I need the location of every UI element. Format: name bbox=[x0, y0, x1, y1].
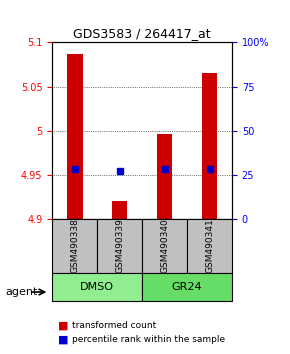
Text: ■: ■ bbox=[58, 321, 68, 331]
FancyBboxPatch shape bbox=[52, 219, 97, 273]
Text: GSM490340: GSM490340 bbox=[160, 219, 169, 273]
Text: percentile rank within the sample: percentile rank within the sample bbox=[72, 335, 226, 344]
Text: GSM490341: GSM490341 bbox=[205, 219, 214, 273]
Text: agent: agent bbox=[6, 287, 38, 297]
Text: GSM490339: GSM490339 bbox=[115, 218, 124, 274]
Text: GR24: GR24 bbox=[172, 282, 202, 292]
Text: transformed count: transformed count bbox=[72, 321, 157, 330]
Bar bbox=[112, 201, 128, 219]
Text: GSM490338: GSM490338 bbox=[70, 218, 79, 274]
Title: GDS3583 / 264417_at: GDS3583 / 264417_at bbox=[73, 27, 211, 40]
FancyBboxPatch shape bbox=[97, 219, 142, 273]
FancyBboxPatch shape bbox=[52, 273, 142, 301]
Bar bbox=[157, 134, 173, 219]
Bar bbox=[202, 73, 218, 219]
FancyBboxPatch shape bbox=[142, 219, 187, 273]
Text: ■: ■ bbox=[58, 335, 68, 345]
FancyBboxPatch shape bbox=[187, 219, 232, 273]
Bar bbox=[67, 54, 83, 219]
FancyBboxPatch shape bbox=[142, 273, 232, 301]
Text: DMSO: DMSO bbox=[80, 282, 114, 292]
